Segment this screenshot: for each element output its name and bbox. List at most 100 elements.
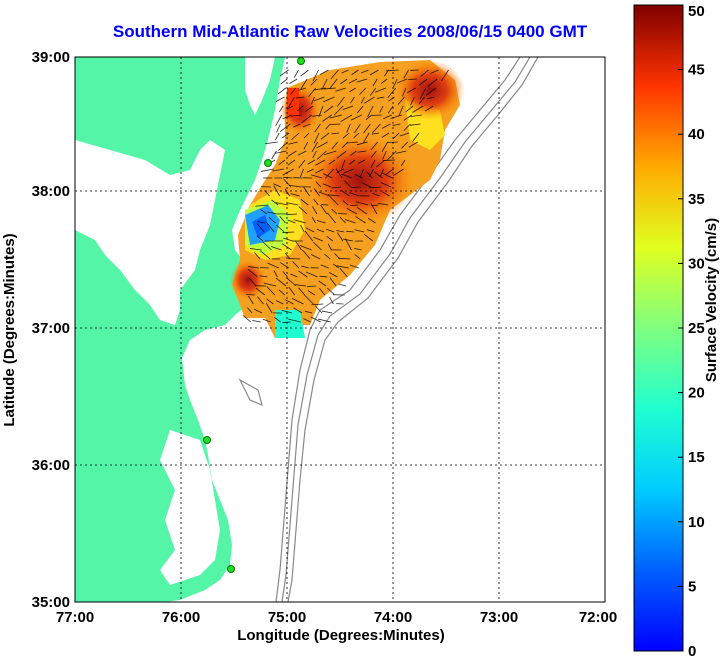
velocity-arrow [260,209,268,215]
velocity-arrow [267,211,277,215]
x-tick-label: 77:00 [56,609,94,626]
velocity-arrow [318,280,327,287]
velocity-arrow [350,114,362,121]
velocity-arrow [329,277,337,287]
velocity-arrow [256,235,264,242]
colorbar-tick-label: 40 [688,126,705,143]
velocity-arrow [313,241,322,251]
velocity-arrow [336,230,345,233]
colorbar-gradient [633,4,684,652]
velocity-arrow [254,252,261,260]
velocity-arrow [292,261,300,269]
velocity-arrow [387,105,394,114]
velocity-arrow [329,296,334,305]
x-tick-label: 74:00 [374,609,412,626]
velocity-arrow [311,216,316,224]
velocity-arrow [380,182,392,188]
velocity-arrow [336,265,349,269]
velocity-arrow [313,188,320,197]
velocity-arrow [300,225,305,233]
velocity-arrow [275,277,287,287]
velocity-arrow [387,87,397,99]
velocity-arrow [288,318,301,323]
velocity-arrow [256,222,265,233]
velocity-arrow [363,233,374,242]
velocity-arrow [307,159,316,165]
x-tick-label: 73:00 [480,609,518,626]
velocity-arrow [424,105,434,112]
velocity-arrow [252,320,261,323]
velocity-arrow [286,213,297,216]
velocity-arrow [307,290,315,296]
velocity-arrow [366,171,373,179]
velocity-arrow [357,150,367,153]
velocity-arrow [245,294,255,296]
velocity-arrow [410,123,421,126]
velocity-arrow [400,159,406,167]
velocity-arrow [303,141,309,150]
velocity-arrow [279,215,286,224]
velocity-arrow [287,159,296,166]
velocity-arrow [284,252,291,260]
velocity-arrow [369,87,377,96]
velocity-arrow [272,168,284,172]
velocity-arrow [283,176,293,179]
velocity-arrow [273,270,278,278]
velocity-arrow [307,285,317,288]
velocity-arrow [319,69,329,75]
velocity-arrow [310,254,321,260]
colorbar-tick-label: 45 [688,62,705,79]
velocity-arrow [341,141,348,149]
velocity-arrow [332,263,340,269]
velocity-arrow [354,229,365,233]
velocity-arrow [331,141,339,150]
y-tick-label: 35:00 [32,594,70,611]
velocity-arrow [324,253,331,260]
velocity-arrow [397,96,405,105]
velocity-arrow [403,114,412,121]
velocity-arrow [335,168,343,179]
velocity-arrow [297,105,304,112]
velocity-arrow [290,87,297,95]
velocity-arrow [342,200,349,206]
velocity-arrow [298,87,306,91]
velocity-arrow [355,216,366,224]
velocity-arrow [322,183,332,188]
velocity-arrow [344,180,352,188]
velocity-arrow [343,238,353,242]
station-marker [297,57,305,65]
velocity-arrow [282,231,295,233]
plot-frame [74,56,606,603]
velocity-arrow [335,87,346,92]
velocity-arrow [353,123,361,134]
velocity-arrow [425,87,437,96]
velocity-arrow [282,114,292,120]
velocity-arrow [412,105,424,113]
velocity-arrow [382,191,390,197]
velocity-arrow [329,195,339,206]
velocity-arrow [350,150,357,156]
station-marker [203,436,211,444]
velocity-arrow [264,190,270,197]
velocity-arrow [263,282,277,287]
velocity-arrow [278,105,284,113]
velocity-arrow [392,78,398,88]
velocity-arrow [374,171,383,179]
velocity-arrow [288,96,295,108]
velocity-arrow [275,300,284,305]
colorbar-tick-label: 10 [688,514,705,531]
velocity-arrow [372,78,378,87]
velocity-arrow [311,141,319,152]
velocity-arrow [329,114,342,119]
velocity-arrow [290,273,298,278]
velocity-arrow [278,141,288,151]
velocity-arrow [291,297,304,305]
velocity-arrow [291,132,300,140]
velocity-arrow [367,217,376,224]
velocity-arrow [312,114,322,117]
velocity-arrow [441,69,449,82]
velocity-arrow [351,69,359,76]
velocity-arrow [298,206,308,215]
velocity-field [230,60,465,338]
colorbar-tick-label: 0 [688,643,696,659]
